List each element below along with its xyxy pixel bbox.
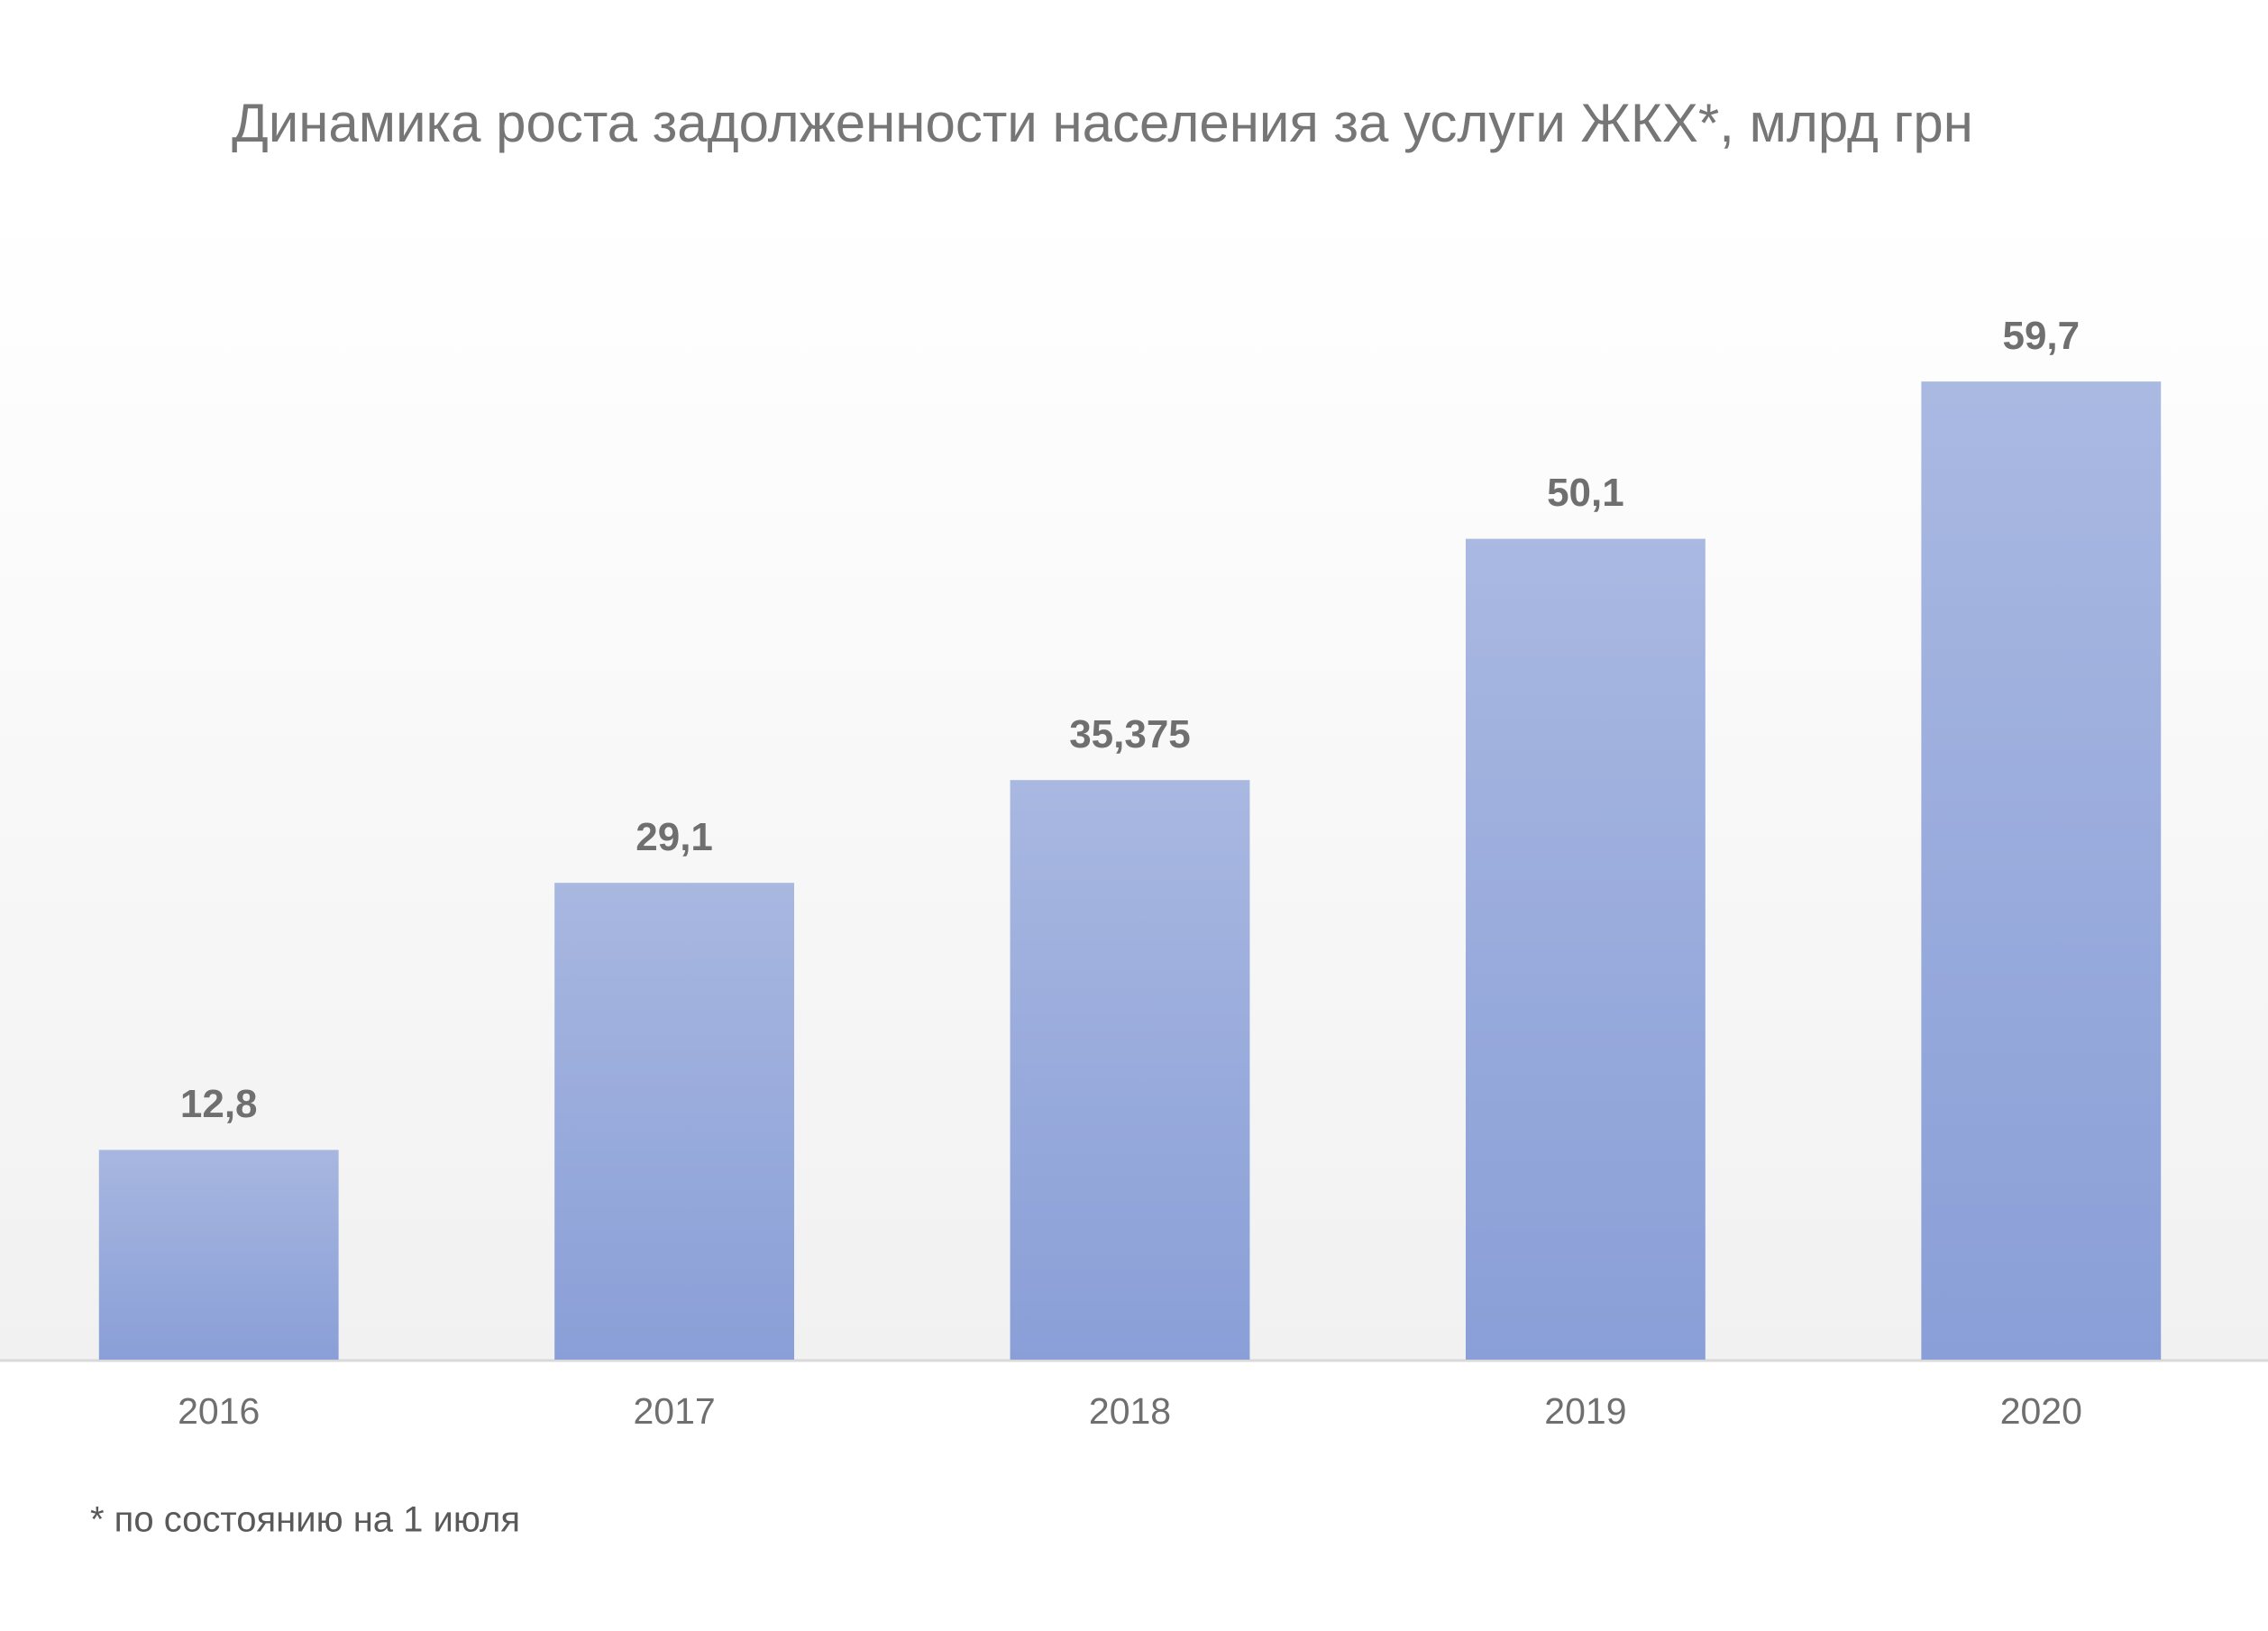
bar bbox=[1465, 538, 1706, 1360]
data-label: 59,7 bbox=[2002, 314, 2080, 358]
x-tick-label: 2019 bbox=[1544, 1390, 1626, 1432]
data-label: 35,375 bbox=[1069, 712, 1191, 756]
data-label: 12,8 bbox=[180, 1082, 258, 1126]
bar bbox=[1921, 381, 2162, 1360]
data-label: 50,1 bbox=[1547, 471, 1624, 515]
x-tick-label: 2018 bbox=[1089, 1390, 1171, 1432]
bar bbox=[554, 883, 795, 1360]
chart-title: Динамика роста задолженности населения з… bbox=[232, 93, 1973, 153]
footnote: * по состоянию на 1 июля bbox=[90, 1500, 520, 1540]
bar bbox=[1010, 780, 1250, 1360]
x-tick-label: 2017 bbox=[633, 1390, 715, 1432]
bar bbox=[98, 1150, 339, 1360]
x-tick-label: 2016 bbox=[178, 1390, 260, 1432]
x-tick-label: 2020 bbox=[2000, 1390, 2082, 1432]
data-label: 29,1 bbox=[636, 815, 713, 859]
